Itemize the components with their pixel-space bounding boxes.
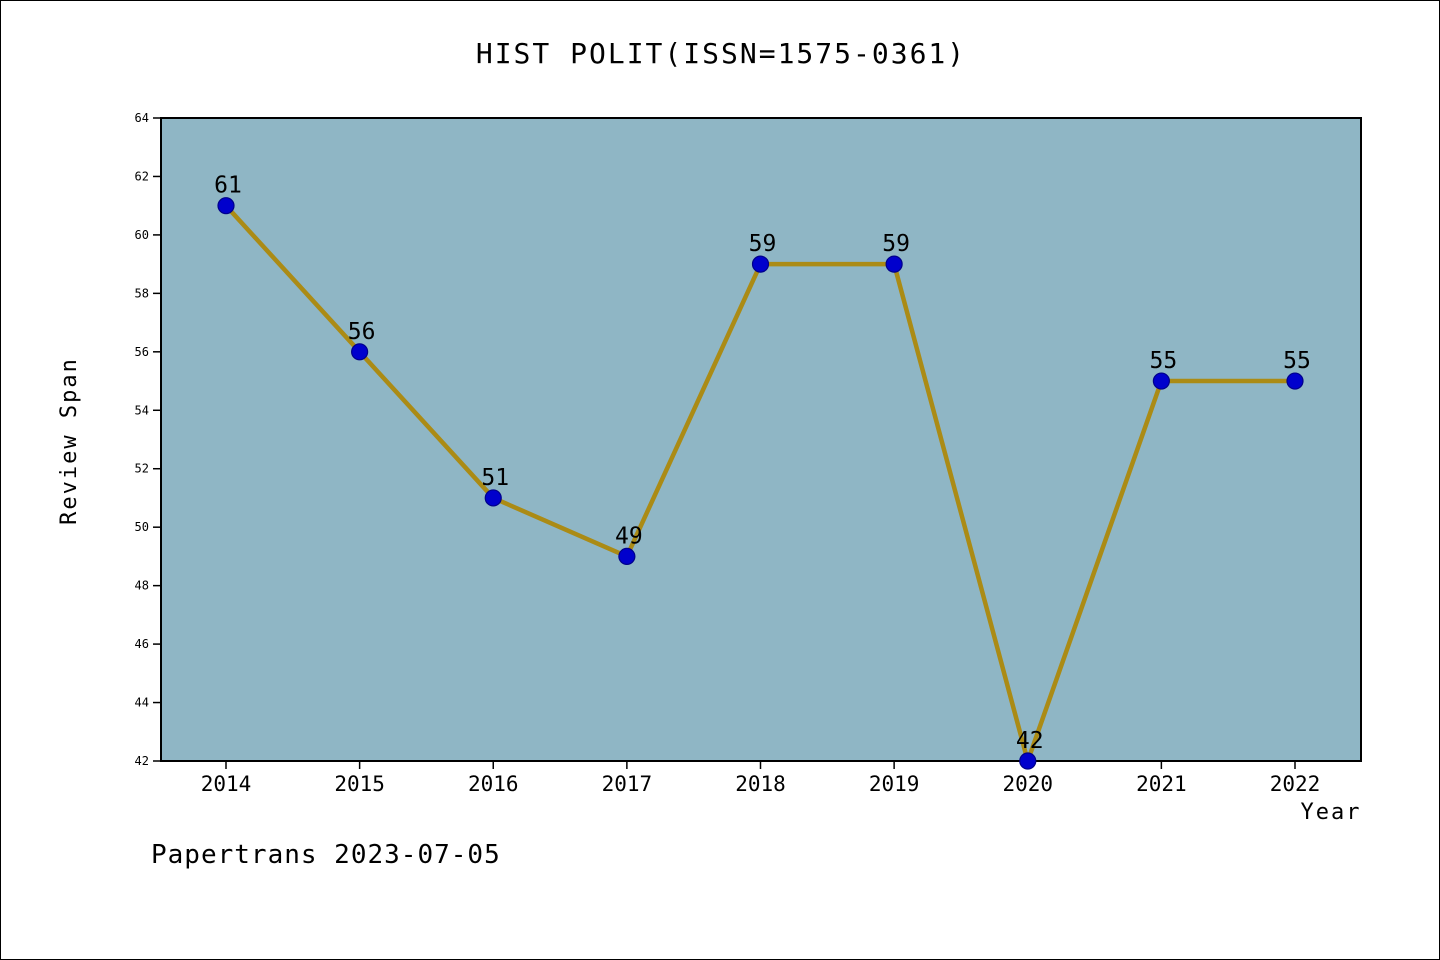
data-point-label: 56	[348, 319, 376, 345]
axis-ticks: 42 44 46 48 50 52 54 56 58 60 62 64 2014 2015 2016 2017…	[135, 111, 1321, 796]
data-point	[484, 489, 502, 507]
data-point	[885, 255, 903, 273]
x-tick-label: 2019	[869, 772, 920, 796]
x-tick-label: 2016	[468, 772, 519, 796]
x-tick-label: 2022	[1270, 772, 1321, 796]
chart-title: HIST POLIT(ISSN=1575-0361)	[476, 37, 966, 70]
data-point	[351, 343, 369, 361]
data-point	[1152, 372, 1170, 390]
x-axis-label: Year	[1301, 800, 1362, 825]
data-point	[1019, 752, 1037, 770]
y-tick-label: 52	[135, 462, 149, 476]
x-tick-label: 2014	[201, 772, 252, 796]
y-tick-label: 46	[135, 637, 149, 651]
x-tick-label: 2015	[334, 772, 385, 796]
y-tick-label: 64	[135, 111, 149, 125]
x-tick-label: 2021	[1136, 772, 1187, 796]
x-tick-label: 2018	[735, 772, 786, 796]
x-tick-label: 2020	[1002, 772, 1053, 796]
data-point-label: 42	[1016, 728, 1044, 754]
data-point-label: 55	[1283, 348, 1311, 374]
data-series	[217, 197, 1304, 770]
y-tick-label: 42	[135, 754, 149, 768]
y-tick-label: 56	[135, 345, 149, 359]
data-point-label: 59	[749, 231, 777, 257]
y-tick-label: 60	[135, 228, 149, 242]
footer-watermark: Papertrans 2023-07-05	[151, 840, 501, 870]
y-tick-label: 50	[135, 520, 149, 534]
data-point	[217, 197, 235, 215]
y-tick-label: 62	[135, 169, 149, 183]
y-tick-label: 44	[135, 696, 149, 710]
data-labels: 61 56 51 49 59 59 42 55 55	[214, 173, 1311, 754]
data-point	[1286, 372, 1304, 390]
y-tick-label: 48	[135, 579, 149, 593]
data-point-label: 51	[481, 465, 509, 491]
data-point-label: 49	[615, 523, 643, 549]
x-tick-label: 2017	[602, 772, 653, 796]
y-axis-label: Review Span	[57, 357, 82, 525]
y-tick-label: 58	[135, 286, 149, 300]
data-point-label: 61	[214, 173, 242, 199]
y-tick-label: 54	[135, 403, 149, 417]
data-point-label: 59	[882, 231, 910, 257]
plot-area	[160, 117, 1362, 762]
data-point-label: 55	[1150, 348, 1178, 374]
data-point	[751, 255, 770, 273]
data-point	[618, 547, 636, 566]
